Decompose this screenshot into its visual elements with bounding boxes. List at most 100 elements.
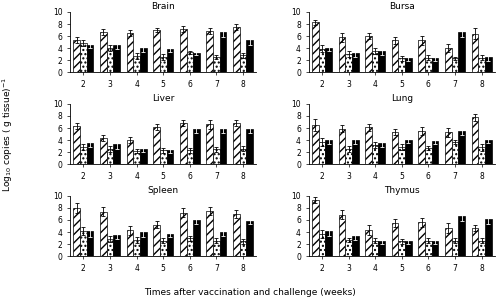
Bar [458,216,465,256]
Bar [80,44,86,72]
Bar [220,32,226,72]
Bar [153,30,160,72]
Bar [100,212,106,256]
Bar [452,240,458,256]
Bar [86,143,94,164]
Bar [80,147,86,164]
Bar [213,57,220,72]
Bar [378,240,385,256]
Bar [445,228,452,256]
Title: Lung: Lung [390,94,413,103]
Bar [106,48,114,72]
Bar [398,241,405,256]
Bar [352,236,358,256]
Bar [325,232,332,256]
Bar [445,48,452,72]
Bar [140,232,146,256]
Bar [240,149,246,164]
Bar [206,31,213,72]
Bar [100,32,106,72]
Bar [86,45,94,72]
Bar [345,54,352,72]
Bar [114,45,120,72]
Bar [193,129,200,164]
Bar [372,240,378,256]
Bar [392,223,398,256]
Bar [392,132,398,164]
Bar [485,219,492,256]
Title: Brain: Brain [152,2,175,11]
Bar [186,238,193,256]
Bar [220,232,226,256]
Bar [153,225,160,256]
Text: Times after vaccination and challenge (weeks): Times after vaccination and challenge (w… [144,288,356,297]
Bar [432,240,438,256]
Bar [312,200,318,256]
Bar [140,149,146,164]
Bar [126,33,133,72]
Bar [378,143,385,164]
Bar [325,48,332,72]
Bar [106,239,114,256]
Bar [338,215,345,256]
Bar [425,58,432,72]
Bar [74,126,80,164]
Bar [166,150,173,164]
Bar [126,230,133,256]
Bar [312,125,318,164]
Bar [345,240,352,256]
Bar [418,222,425,256]
Bar [100,138,106,164]
Bar [153,127,160,164]
Bar [352,53,358,72]
Bar [233,27,240,72]
Title: Thymus: Thymus [384,186,420,195]
Bar [106,149,114,164]
Bar [485,57,492,72]
Bar [478,148,485,164]
Bar [418,131,425,164]
Bar [160,240,166,256]
Bar [240,55,246,72]
Bar [478,240,485,256]
Bar [318,142,325,164]
Bar [186,52,193,72]
Bar [445,132,452,164]
Bar [338,129,345,164]
Bar [160,150,166,164]
Bar [80,231,86,256]
Bar [160,57,166,72]
Bar [74,40,80,72]
Bar [140,48,146,72]
Bar [180,213,186,256]
Bar [432,58,438,72]
Bar [180,123,186,164]
Bar [133,56,140,72]
Bar [246,40,253,72]
Bar [372,145,378,164]
Bar [206,211,213,256]
Bar [452,142,458,164]
Bar [240,241,246,256]
Title: Spleen: Spleen [148,186,179,195]
Bar [213,240,220,256]
Bar [458,32,465,72]
Bar [472,34,478,72]
Bar [206,125,213,164]
Bar [180,29,186,72]
Bar [398,148,405,164]
Bar [213,149,220,164]
Bar [318,234,325,256]
Bar [193,220,200,256]
Title: Bursa: Bursa [389,2,414,11]
Bar [86,232,94,256]
Bar [378,51,385,72]
Bar [365,230,372,256]
Bar [452,58,458,72]
Bar [318,49,325,72]
Bar [405,58,412,72]
Bar [472,117,478,164]
Bar [233,122,240,164]
Bar [166,234,173,256]
Bar [478,58,485,72]
